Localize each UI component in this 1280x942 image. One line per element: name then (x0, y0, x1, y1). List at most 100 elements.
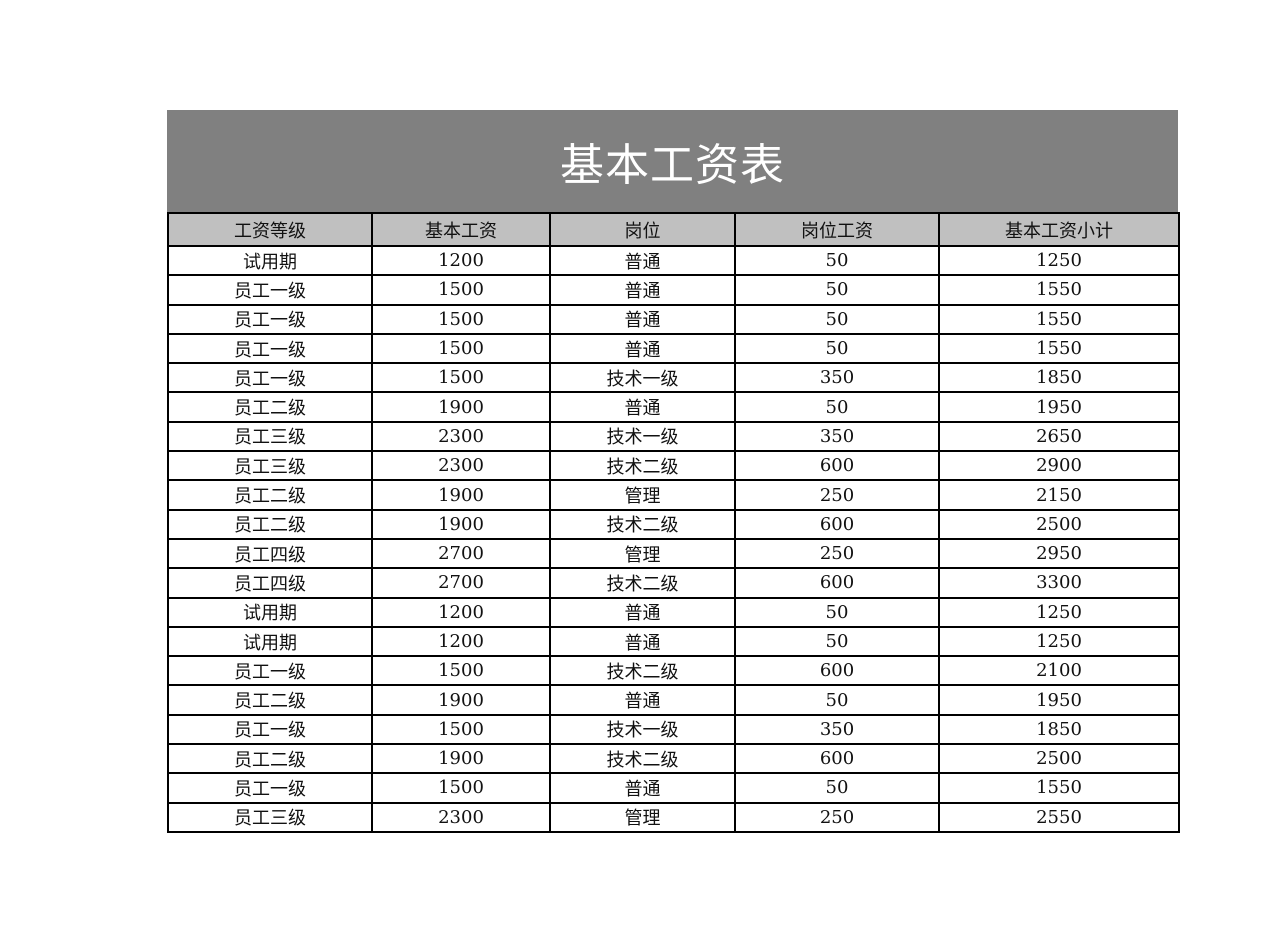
table-cell[interactable]: 1250 (938, 244, 1180, 277)
table-cell[interactable]: 50 (734, 625, 940, 658)
table-cell[interactable]: 技术一级 (549, 713, 736, 746)
table-cell[interactable]: 员工一级 (167, 655, 373, 687)
table-cell[interactable]: 2300 (371, 801, 551, 833)
table-cell[interactable]: 1550 (938, 332, 1180, 365)
table-cell[interactable]: 技术二级 (549, 655, 736, 687)
table-cell[interactable]: 普通 (549, 772, 736, 804)
table-cell[interactable]: 250 (734, 537, 940, 570)
table-cell[interactable]: 50 (734, 244, 940, 277)
table-cell[interactable]: 员工三级 (167, 420, 373, 453)
table-cell[interactable]: 技术二级 (549, 567, 736, 599)
table-cell[interactable]: 试用期 (167, 596, 373, 628)
table-cell[interactable]: 2300 (371, 420, 551, 453)
table-cell[interactable]: 员工一级 (167, 274, 373, 306)
table-cell[interactable]: 1200 (371, 244, 551, 277)
table-cell[interactable]: 2100 (938, 655, 1180, 687)
table-cell[interactable]: 50 (734, 596, 940, 628)
table-cell[interactable]: 管理 (549, 801, 736, 833)
table-cell[interactable]: 350 (734, 362, 940, 394)
table-cell[interactable]: 50 (734, 332, 940, 365)
table-cell[interactable]: 普通 (549, 596, 736, 628)
table-cell[interactable]: 50 (734, 274, 940, 306)
table-cell[interactable]: 普通 (549, 332, 736, 365)
column-header[interactable]: 岗位工资 (734, 212, 940, 247)
table-cell[interactable]: 普通 (549, 684, 736, 716)
table-cell[interactable]: 员工三级 (167, 450, 373, 482)
table-cell[interactable]: 1950 (938, 391, 1180, 423)
table-cell[interactable]: 1500 (371, 772, 551, 804)
table-cell[interactable]: 普通 (549, 391, 736, 423)
table-cell[interactable]: 350 (734, 420, 940, 453)
table-cell[interactable]: 1200 (371, 596, 551, 628)
table-cell[interactable]: 2700 (371, 567, 551, 599)
table-cell[interactable]: 1500 (371, 303, 551, 335)
table-cell[interactable]: 员工四级 (167, 537, 373, 570)
table-cell[interactable]: 员工三级 (167, 801, 373, 833)
table-cell[interactable]: 普通 (549, 244, 736, 277)
table-cell[interactable]: 员工二级 (167, 391, 373, 423)
table-cell[interactable]: 2550 (938, 801, 1180, 833)
table-cell[interactable]: 1550 (938, 303, 1180, 335)
table-cell[interactable]: 2650 (938, 420, 1180, 453)
table-cell[interactable]: 1550 (938, 772, 1180, 804)
table-cell[interactable]: 员工四级 (167, 567, 373, 599)
table-cell[interactable]: 250 (734, 479, 940, 511)
table-cell[interactable]: 50 (734, 772, 940, 804)
table-cell[interactable]: 1200 (371, 625, 551, 658)
table-cell[interactable]: 员工一级 (167, 332, 373, 365)
table-cell[interactable]: 1550 (938, 274, 1180, 306)
table-cell[interactable]: 50 (734, 391, 940, 423)
column-header[interactable]: 基本工资 (371, 212, 551, 247)
table-cell[interactable]: 员工一级 (167, 713, 373, 746)
table-cell[interactable]: 600 (734, 743, 940, 775)
table-cell[interactable]: 试用期 (167, 244, 373, 277)
table-cell[interactable]: 1950 (938, 684, 1180, 716)
table-cell[interactable]: 1250 (938, 596, 1180, 628)
table-cell[interactable]: 员工一级 (167, 303, 373, 335)
table-cell[interactable]: 1900 (371, 391, 551, 423)
table-cell[interactable]: 技术一级 (549, 420, 736, 453)
table-cell[interactable]: 管理 (549, 479, 736, 511)
table-cell[interactable]: 技术二级 (549, 508, 736, 540)
table-cell[interactable]: 试用期 (167, 625, 373, 658)
table-cell[interactable]: 2900 (938, 450, 1180, 482)
table-cell[interactable]: 普通 (549, 303, 736, 335)
table-cell[interactable]: 员工二级 (167, 508, 373, 540)
table-cell[interactable]: 600 (734, 508, 940, 540)
table-cell[interactable]: 600 (734, 567, 940, 599)
table-cell[interactable]: 管理 (549, 537, 736, 570)
table-cell[interactable]: 员工一级 (167, 772, 373, 804)
column-header[interactable]: 工资等级 (167, 212, 373, 247)
table-cell[interactable]: 1850 (938, 713, 1180, 746)
table-cell[interactable]: 1900 (371, 743, 551, 775)
table-cell[interactable]: 1500 (371, 332, 551, 365)
table-cell[interactable]: 50 (734, 303, 940, 335)
table-cell[interactable]: 1500 (371, 655, 551, 687)
table-cell[interactable]: 2500 (938, 743, 1180, 775)
table-cell[interactable]: 员工二级 (167, 479, 373, 511)
table-cell[interactable]: 600 (734, 450, 940, 482)
table-cell[interactable]: 技术二级 (549, 743, 736, 775)
table-cell[interactable]: 2500 (938, 508, 1180, 540)
table-cell[interactable]: 2700 (371, 537, 551, 570)
table-cell[interactable]: 1500 (371, 274, 551, 306)
table-cell[interactable]: 1850 (938, 362, 1180, 394)
table-cell[interactable]: 2300 (371, 450, 551, 482)
table-cell[interactable]: 技术一级 (549, 362, 736, 394)
table-cell[interactable]: 1500 (371, 713, 551, 746)
table-cell[interactable]: 普通 (549, 274, 736, 306)
table-cell[interactable]: 50 (734, 684, 940, 716)
table-cell[interactable]: 普通 (549, 625, 736, 658)
table-cell[interactable]: 2150 (938, 479, 1180, 511)
table-cell[interactable]: 1500 (371, 362, 551, 394)
table-cell[interactable]: 600 (734, 655, 940, 687)
table-cell[interactable]: 1900 (371, 508, 551, 540)
column-header[interactable]: 基本工资小计 (938, 212, 1180, 247)
table-cell[interactable]: 250 (734, 801, 940, 833)
table-cell[interactable]: 员工一级 (167, 362, 373, 394)
table-cell[interactable]: 350 (734, 713, 940, 746)
table-cell[interactable]: 2950 (938, 537, 1180, 570)
table-cell[interactable]: 1900 (371, 684, 551, 716)
table-cell[interactable]: 技术二级 (549, 450, 736, 482)
column-header[interactable]: 岗位 (549, 212, 736, 247)
